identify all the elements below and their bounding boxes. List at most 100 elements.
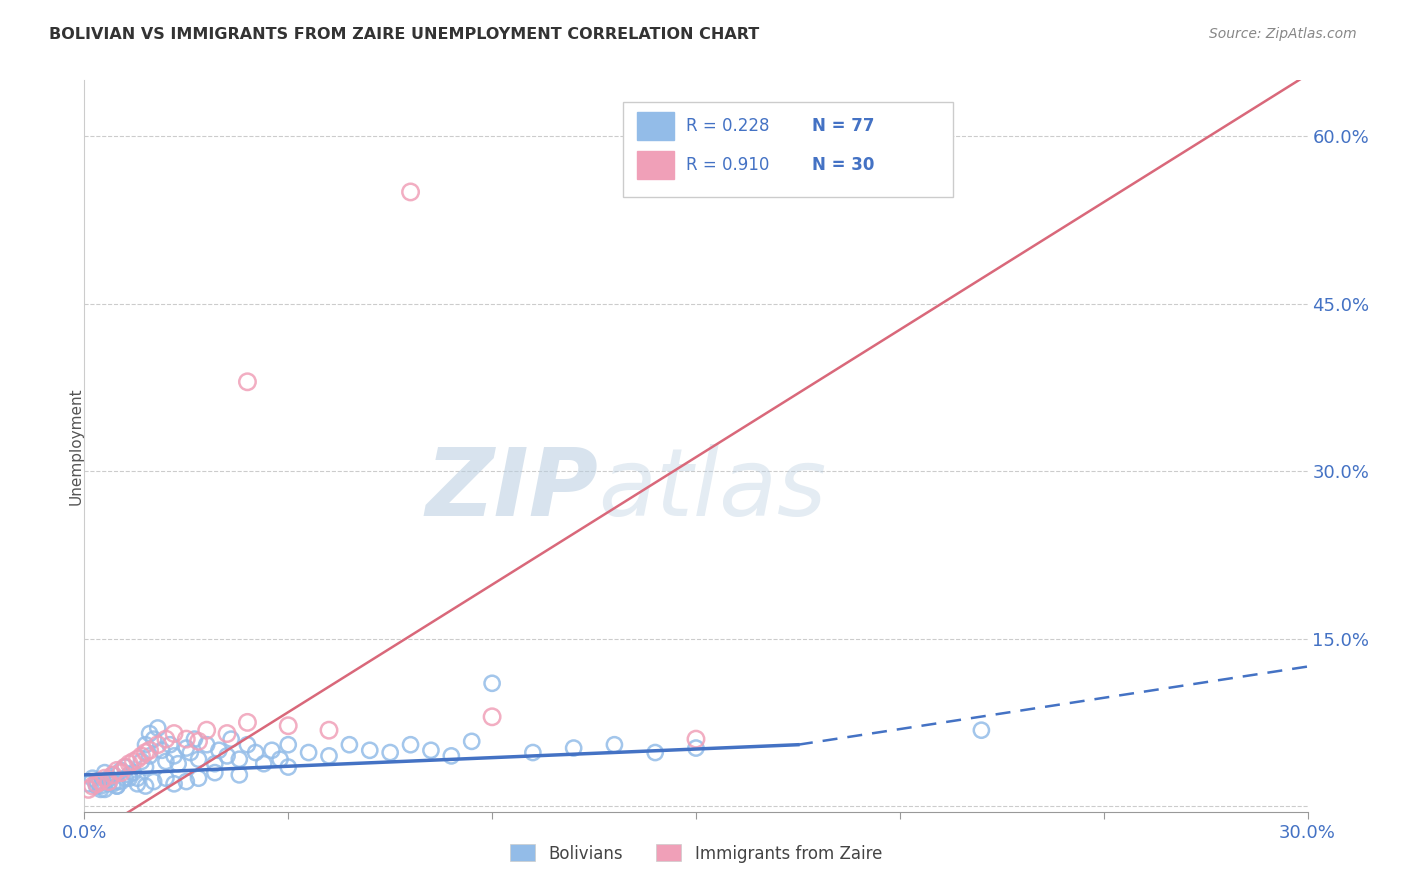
Point xyxy=(208,743,231,757)
Point xyxy=(138,748,160,763)
Point xyxy=(159,738,181,752)
Point xyxy=(204,756,226,771)
Point xyxy=(187,752,209,766)
Point xyxy=(174,774,197,789)
Point xyxy=(122,765,145,780)
Point xyxy=(228,768,250,782)
Point xyxy=(236,375,259,389)
Point xyxy=(359,743,381,757)
Point xyxy=(127,771,149,785)
Legend: Bolivians, Immigrants from Zaire: Bolivians, Immigrants from Zaire xyxy=(503,838,889,869)
Point xyxy=(142,732,165,747)
Point xyxy=(269,752,291,766)
Point xyxy=(685,741,707,756)
Point xyxy=(217,726,239,740)
Point xyxy=(110,764,132,778)
Point xyxy=(155,732,177,747)
Point xyxy=(253,756,276,771)
Point xyxy=(77,782,100,797)
Point xyxy=(86,774,108,789)
Point xyxy=(146,738,169,752)
Point xyxy=(167,756,190,771)
Point xyxy=(228,752,250,766)
Point xyxy=(163,748,186,763)
Point xyxy=(481,676,503,690)
Point xyxy=(127,752,149,766)
Point xyxy=(179,746,201,760)
Point xyxy=(93,782,115,797)
Point xyxy=(236,738,259,752)
Point xyxy=(461,734,484,748)
Y-axis label: Unemployment: Unemployment xyxy=(69,387,83,505)
Point xyxy=(131,755,153,769)
Text: R = 0.910: R = 0.910 xyxy=(686,156,769,174)
Point xyxy=(93,765,115,780)
Point xyxy=(150,743,173,757)
Point xyxy=(155,755,177,769)
Point xyxy=(318,723,340,738)
Point xyxy=(122,755,145,769)
Point xyxy=(105,774,128,789)
Point xyxy=(174,741,197,756)
Point xyxy=(97,777,120,791)
Point xyxy=(86,777,108,791)
Point xyxy=(77,777,100,791)
Point xyxy=(277,719,299,733)
Point xyxy=(339,738,361,752)
Point xyxy=(440,748,463,763)
Point xyxy=(101,768,124,782)
Point xyxy=(131,748,153,763)
Point xyxy=(101,777,124,791)
Point xyxy=(277,760,299,774)
Point xyxy=(195,723,218,738)
Point xyxy=(204,765,226,780)
Point xyxy=(135,779,157,793)
FancyBboxPatch shape xyxy=(623,103,953,197)
Point xyxy=(146,721,169,735)
Point xyxy=(90,779,112,793)
Point xyxy=(97,774,120,789)
Point xyxy=(114,760,136,774)
Point xyxy=(110,774,132,789)
Point xyxy=(97,771,120,785)
Point xyxy=(135,760,157,774)
Point xyxy=(318,748,340,763)
Point xyxy=(118,756,141,771)
Point xyxy=(118,768,141,782)
Point xyxy=(562,741,585,756)
Point xyxy=(260,743,283,757)
Point xyxy=(110,765,132,780)
Text: N = 30: N = 30 xyxy=(813,156,875,174)
Bar xyxy=(637,112,673,140)
Point xyxy=(90,774,112,789)
Text: ZIP: ZIP xyxy=(425,444,598,536)
Point xyxy=(86,779,108,793)
Point xyxy=(163,726,186,740)
Text: BOLIVIAN VS IMMIGRANTS FROM ZAIRE UNEMPLOYMENT CORRELATION CHART: BOLIVIAN VS IMMIGRANTS FROM ZAIRE UNEMPL… xyxy=(49,27,759,42)
Point xyxy=(174,732,197,747)
Point xyxy=(277,738,299,752)
Point xyxy=(399,738,422,752)
Point xyxy=(195,738,218,752)
Point xyxy=(127,777,149,791)
Point xyxy=(236,715,259,730)
Point xyxy=(90,782,112,797)
Point xyxy=(399,185,422,199)
Point xyxy=(380,746,402,760)
Point xyxy=(187,734,209,748)
Point xyxy=(138,743,160,757)
Point xyxy=(82,771,104,785)
Point xyxy=(105,779,128,793)
Point xyxy=(183,732,205,747)
Point xyxy=(420,743,443,757)
Point xyxy=(481,710,503,724)
Point xyxy=(114,760,136,774)
Point xyxy=(217,748,239,763)
Point xyxy=(118,771,141,785)
Point xyxy=(114,771,136,785)
Text: Source: ZipAtlas.com: Source: ZipAtlas.com xyxy=(1209,27,1357,41)
Point xyxy=(142,774,165,789)
Text: atlas: atlas xyxy=(598,444,827,535)
Point xyxy=(101,768,124,782)
Point xyxy=(135,738,157,752)
